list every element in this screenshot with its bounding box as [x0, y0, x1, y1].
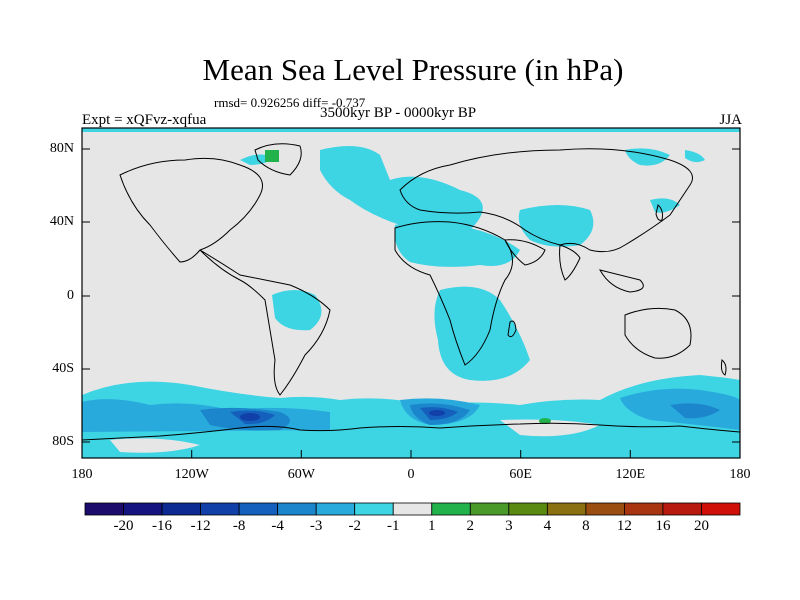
colorbar-label: -1 — [386, 518, 400, 534]
ytick-label: 40S — [52, 361, 74, 376]
colorbar-label: -16 — [152, 518, 173, 534]
colorbar-swatch — [84, 502, 124, 516]
xtick-label: 120E — [615, 467, 646, 482]
ytick-label: 0 — [67, 288, 74, 303]
colorbar-swatch — [662, 502, 702, 516]
pressure-anomaly-field — [82, 128, 740, 458]
xtick-label: 180 — [729, 467, 751, 482]
x-tick-marks — [81, 450, 741, 458]
colorbar-label: 16 — [655, 518, 671, 534]
colorbar-label: 12 — [616, 518, 632, 534]
core-low-central — [429, 410, 445, 416]
colorbar-swatch — [585, 502, 625, 516]
colorbar-label: -8 — [232, 518, 246, 534]
experiment-label: Expt = xQFvz-xqfua — [82, 112, 207, 128]
colorbar-label: -3 — [309, 518, 323, 534]
colorbar-label: 4 — [543, 518, 552, 534]
colorbar-label: -20 — [113, 518, 134, 534]
colorbar-swatch — [469, 502, 510, 516]
colorbar-label: -4 — [271, 518, 284, 534]
colorbar-swatch — [238, 502, 279, 516]
colorbar-label: 3 — [505, 518, 513, 534]
colorbar-label: 1 — [428, 518, 436, 534]
south-africa-region — [434, 286, 530, 381]
stats-label: rmsd= 0.926256 diff= -0.737 — [214, 95, 366, 110]
ytick-label: 40N — [49, 214, 74, 229]
antarctic-patch-1 — [110, 438, 200, 453]
north-africa-region — [394, 220, 520, 267]
ytick-label: 80S — [52, 434, 74, 449]
colorbar-swatch — [508, 502, 548, 516]
xtick-label: 60W — [287, 467, 315, 482]
colorbar-swatch — [315, 502, 356, 516]
antarctic-positive-anomaly — [539, 418, 551, 424]
xtick-label: 120W — [174, 467, 209, 482]
south-america-region — [272, 290, 322, 331]
colorbar-swatch — [624, 502, 664, 516]
colorbar-label: 2 — [466, 518, 475, 534]
map-title: Mean Sea Level Pressure (in hPa) — [202, 52, 624, 87]
colorbar-label: 8 — [582, 518, 590, 534]
colorbar-swatch — [701, 502, 741, 516]
colorbar-swatch — [354, 502, 394, 516]
period-label: 3500kyr BP - 0000kyr BP — [320, 105, 477, 121]
xtick-label: 180 — [71, 467, 93, 482]
colorbar-swatch — [161, 502, 201, 516]
greenland-positive-anomaly — [265, 150, 279, 162]
top-strip-region — [82, 128, 740, 132]
colorbar-swatch — [392, 502, 433, 516]
colorbar-swatch — [546, 502, 587, 516]
season-label: JJA — [719, 112, 742, 128]
colorbar-swatch — [123, 502, 163, 516]
ytick-label: 80N — [49, 141, 74, 156]
colorbar-swatch — [431, 502, 471, 516]
colorbar-label: -12 — [190, 518, 211, 534]
far-east-region — [685, 150, 705, 163]
colorbar-swatch — [277, 502, 317, 516]
colorbar-label: -2 — [348, 518, 361, 534]
ross-low — [670, 403, 720, 419]
xtick-label: 60E — [509, 467, 532, 482]
coastlines — [82, 143, 740, 441]
y-tick-marks — [82, 148, 740, 443]
colorbar-swatch — [200, 502, 240, 516]
colorbar-label: 20 — [693, 518, 709, 534]
arabia-region — [518, 205, 594, 247]
xtick-label: 0 — [407, 467, 415, 482]
core-low-west — [240, 413, 260, 421]
colorbar — [84, 502, 741, 516]
